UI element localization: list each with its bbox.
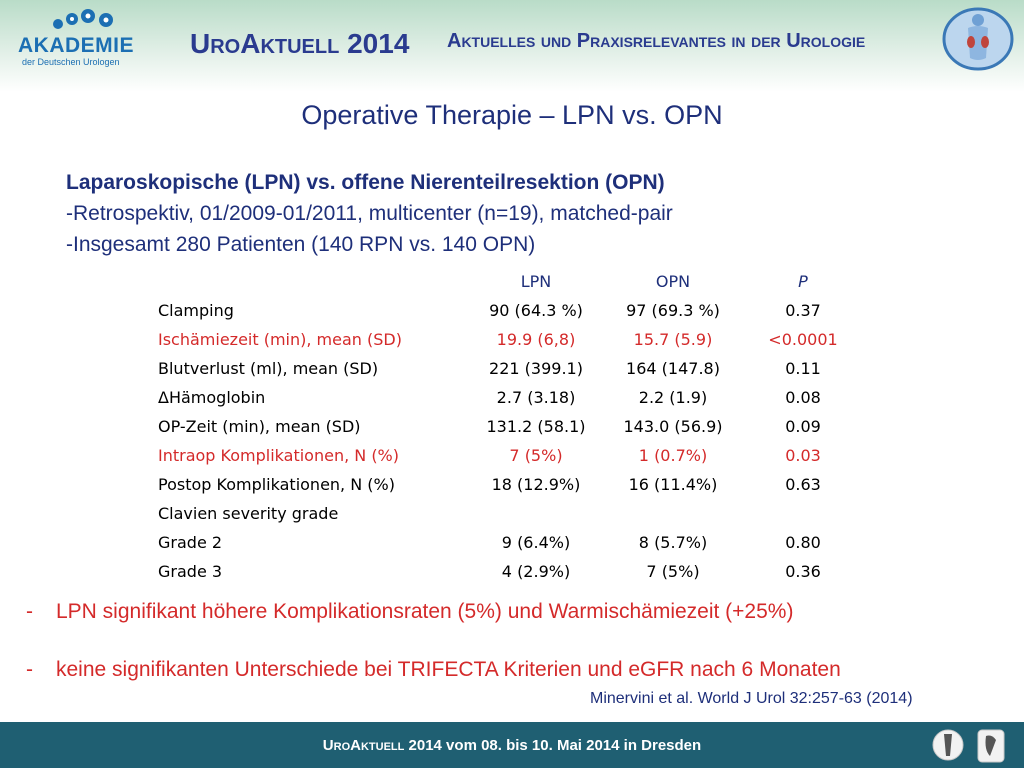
row-opn: 2.2 (1.9) [638,388,708,407]
row-lpn: 4 (2.9%) [501,562,571,581]
row-p: <0.0001 [768,330,838,349]
footer-text: UroAktuell 2014 vom 08. bis 10. Mai 2014… [0,737,1024,754]
row-opn: 1 (0.7%) [638,446,708,465]
table-row: Grade 2 9 (6.4%) 8 (5.7%) 0.80 [150,528,858,557]
table-header-row: LPN OPN P [150,267,858,296]
row-lpn: 221 (399.1) [489,359,583,378]
table-row: Blutverlust (ml), mean (SD) 221 (399.1) … [150,354,858,383]
intro-heading: Laparoskopische (LPN) vs. offene Nierent… [66,171,665,194]
bullet-dash: - [26,600,33,623]
row-opn [598,499,748,528]
row-label: Clamping [158,301,234,320]
row-label: Grade 2 [158,533,223,552]
row-label: Intraop Komplikationen, N (%) [158,446,399,465]
logo-subtitle: der Deutschen Urologen [22,57,120,67]
row-p: 0.09 [785,417,821,436]
results-table: LPN OPN P Clamping 90 (64.3 %) 97 (69.3 … [150,267,858,586]
row-lpn: 131.2 (58.1) [486,417,586,436]
table-row: Clavien severity grade [150,499,858,528]
footer-emblems-icon [932,729,1005,763]
row-lpn: 90 (64.3 %) [489,301,583,320]
table-header-opn: OPN [655,272,691,291]
row-p [748,499,858,528]
table-row-highlighted: Intraop Komplikationen, N (%) 7 (5%) 1 (… [150,441,858,470]
table-header-lpn: LPN [520,272,552,291]
conclusion-bullets: - LPN signifikant höhere Komplikationsra… [26,597,956,685]
row-label: Grade 3 [158,562,223,581]
table-row: ΔHämoglobin 2.7 (3.18) 2.2 (1.9) 0.08 [150,383,858,412]
row-label: Postop Komplikationen, N (%) [158,475,395,494]
row-label: ΔHämoglobin [158,388,266,407]
row-lpn: 18 (12.9%) [491,475,581,494]
row-p: 0.37 [785,301,821,320]
row-label: Clavien severity grade [158,504,339,523]
row-opn: 143.0 (56.9) [623,417,723,436]
intro-line-patients: -Insgesamt 280 Patienten (140 RPN vs. 14… [66,233,536,256]
row-label: OP-Zeit (min), mean (SD) [158,417,361,436]
row-opn: 15.7 (5.9) [633,330,713,349]
logo-wordmark: AKADEMIE [18,34,135,57]
row-lpn [474,499,598,528]
logo-circles-icon [53,9,113,29]
footer-brand: UroAktuell 2014 [322,737,442,754]
citation: Minervini et al. World J Urol 32:257-63 … [590,690,913,707]
bullet-complications: - LPN signifikant höhere Komplikationsra… [26,597,956,627]
row-p: 0.36 [785,562,821,581]
table-header-p: P [798,272,808,291]
header-title: UroAktuell 2014 [190,28,410,59]
row-opn: 16 (11.4%) [628,475,718,494]
intro-block: Laparoskopische (LPN) vs. offene Nierent… [66,167,673,260]
table-row-highlighted: Ischämiezeit (min), mean (SD) 19.9 (6,8)… [150,325,858,354]
intro-line-design: -Retrospektiv, 01/2009-01/2011, multicen… [66,202,673,225]
header-subtitle: Aktuelles und Praxisrelevantes in der Ur… [447,30,866,52]
row-p: 0.63 [785,475,821,494]
table-row: Grade 3 4 (2.9%) 7 (5%) 0.36 [150,557,858,586]
row-lpn: 9 (6.4%) [501,533,571,552]
slide-footer: UroAktuell 2014 vom 08. bis 10. Mai 2014… [0,722,1024,768]
slide-header: AKADEMIE der Deutschen Urologen UroAktue… [0,0,1024,86]
akademie-logo: AKADEMIE der Deutschen Urologen [18,8,138,78]
row-p: 0.80 [785,533,821,552]
row-opn: 7 (5%) [646,562,700,581]
row-lpn: 2.7 (3.18) [496,388,576,407]
table-row: Clamping 90 (64.3 %) 97 (69.3 %) 0.37 [150,296,858,325]
row-label: Ischämiezeit (min), mean (SD) [158,330,402,349]
row-label: Blutverlust (ml), mean (SD) [158,359,379,378]
bullet-text: LPN signifikant höhere Komplikationsrate… [56,600,794,623]
row-p: 0.11 [785,359,821,378]
row-opn: 97 (69.3 %) [626,301,720,320]
kidney-anatomy-icon [942,7,1014,71]
bullet-trifecta: - keine signifikanten Unterschiede bei T… [26,655,956,685]
bullet-dash: - [26,658,33,681]
table-header-label [150,267,474,296]
row-lpn: 7 (5%) [509,446,563,465]
bullet-text: keine signifikanten Unterschiede bei TRI… [56,658,841,681]
row-opn: 8 (5.7%) [638,533,708,552]
row-p: 0.08 [785,388,821,407]
slide-title: Operative Therapie – LPN vs. OPN [301,100,723,130]
row-p: 0.03 [785,446,821,465]
row-opn: 164 (147.8) [626,359,720,378]
table-row: OP-Zeit (min), mean (SD) 131.2 (58.1) 14… [150,412,858,441]
table-row: Postop Komplikationen, N (%) 18 (12.9%) … [150,470,858,499]
row-lpn: 19.9 (6,8) [496,330,576,349]
footer-event: vom 08. bis 10. Mai 2014 in Dresden [441,737,702,754]
